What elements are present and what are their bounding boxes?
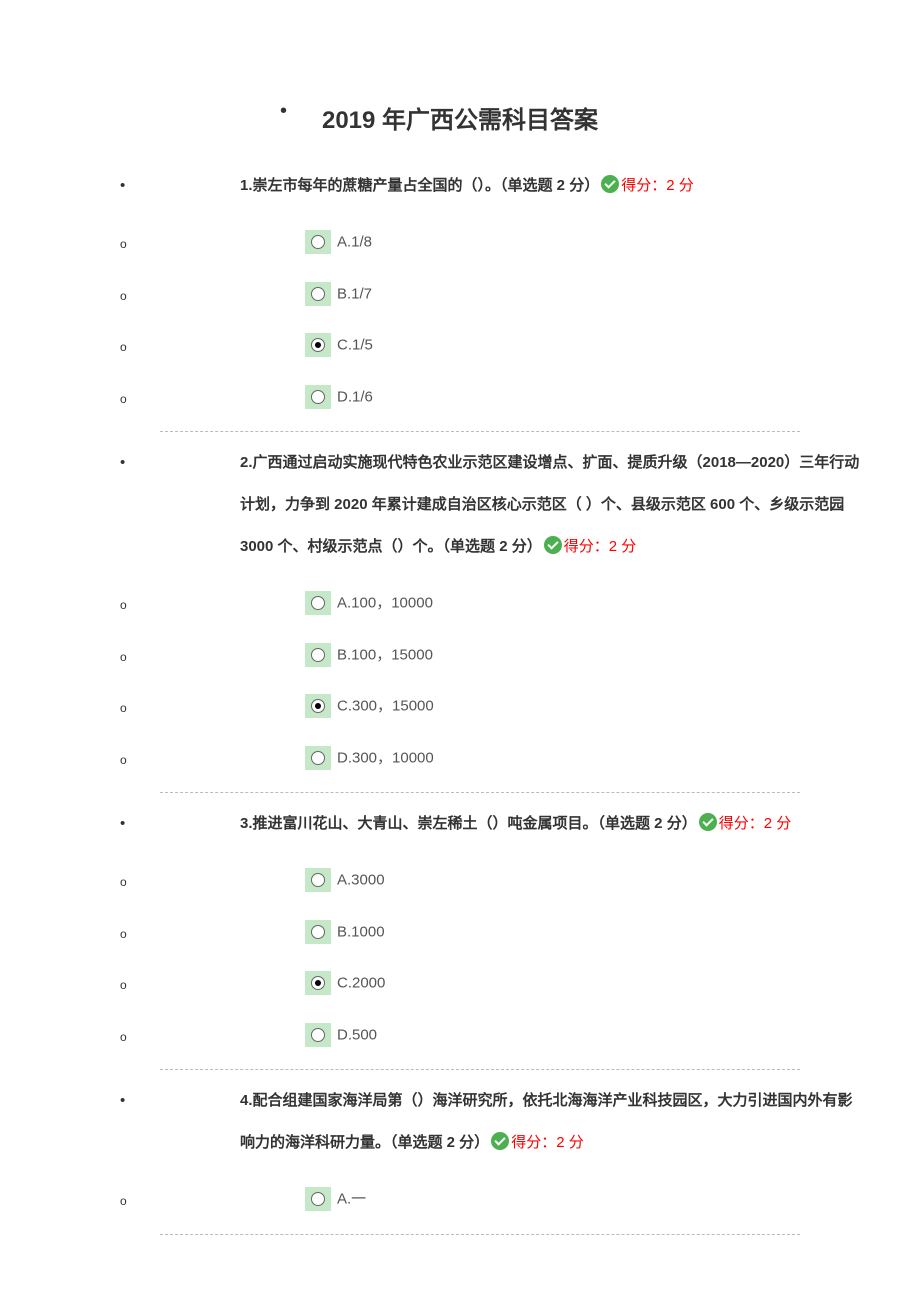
option-label: C.300，15000 (337, 698, 434, 715)
option-label: D.300，10000 (337, 749, 434, 766)
radio-icon[interactable] (305, 868, 331, 892)
radio-icon[interactable] (305, 1187, 331, 1211)
divider (160, 431, 800, 432)
option-label: B.1000 (337, 923, 385, 940)
radio-icon[interactable] (305, 643, 331, 667)
radio-icon[interactable] (305, 385, 331, 409)
question-label: 3.推进富川花山、大青山、崇左稀土（）吨金属项目。（单选题 2 分） (240, 815, 697, 832)
option-row[interactable]: C.300，15000 (60, 689, 860, 723)
option-label: A.100，10000 (337, 595, 433, 612)
option-row[interactable]: B.100，15000 (60, 638, 860, 672)
radio-icon[interactable] (305, 746, 331, 770)
page-title: 2019 年广西公需科目答案 (60, 100, 860, 135)
option-row[interactable]: D.500 (60, 1018, 860, 1052)
option-row[interactable]: D.300，10000 (60, 741, 860, 775)
option-row[interactable]: A.1/8 (60, 225, 860, 259)
option-row[interactable]: B.1/7 (60, 277, 860, 311)
radio-icon[interactable] (305, 694, 331, 718)
question-block: 1.崇左市每年的蔗糖产量占全国的（）。（单选题 2 分） 得分：2 分 A.1/8 B… (60, 165, 860, 413)
option-row[interactable]: C.1/5 (60, 328, 860, 362)
option-row[interactable]: A.3000 (60, 863, 860, 897)
option-label: A.3000 (337, 872, 385, 889)
question-text: 2.广西通过启动实施现代特色农业示范区建设增点、扩面、提质升级（2018—202… (190, 442, 860, 568)
radio-icon[interactable] (305, 230, 331, 254)
divider (160, 1234, 800, 1235)
question-text: 1.崇左市每年的蔗糖产量占全国的（）。（单选题 2 分） 得分：2 分 (190, 165, 860, 207)
option-label: C.1/5 (337, 337, 373, 354)
option-label: B.1/7 (337, 285, 372, 302)
option-row[interactable]: C.2000 (60, 966, 860, 1000)
options-list: A.100，10000 B.100，15000 C.300，15000 D.300，1… (60, 586, 860, 774)
check-icon (601, 175, 619, 193)
option-label: D.500 (337, 1026, 377, 1043)
radio-icon[interactable] (305, 591, 331, 615)
divider (160, 792, 800, 793)
option-label: A.1/8 (337, 234, 372, 251)
score-label: 得分：2 分 (621, 177, 694, 194)
check-icon (699, 813, 717, 831)
option-row[interactable]: D.1/6 (60, 380, 860, 414)
divider (160, 1069, 800, 1070)
radio-icon[interactable] (305, 971, 331, 995)
question-block: 4.配合组建国家海洋局第（）海洋研究所，依托北海海洋产业科技园区，大力引进国内外… (60, 1080, 860, 1216)
radio-icon[interactable] (305, 920, 331, 944)
question-block: 2.广西通过启动实施现代特色农业示范区建设增点、扩面、提质升级（2018—202… (60, 442, 860, 774)
option-row[interactable]: B.1000 (60, 915, 860, 949)
score-label: 得分：2 分 (511, 1134, 584, 1151)
option-row[interactable]: A.100，10000 (60, 586, 860, 620)
options-list: A.3000 B.1000 C.2000 D.500 (60, 863, 860, 1051)
score-label: 得分：2 分 (564, 538, 637, 555)
options-list: A.一 (60, 1182, 860, 1216)
radio-icon[interactable] (305, 1023, 331, 1047)
radio-icon[interactable] (305, 282, 331, 306)
question-label: 1.崇左市每年的蔗糖产量占全国的（）。（单选题 2 分） (240, 177, 599, 194)
check-icon (491, 1132, 509, 1150)
option-label: C.2000 (337, 975, 385, 992)
option-label: B.100，15000 (337, 646, 433, 663)
option-label: A.一 (337, 1191, 366, 1208)
options-list: A.1/8 B.1/7 C.1/5 D.1/6 (60, 225, 860, 413)
score-label: 得分：2 分 (719, 815, 792, 832)
option-label: D.1/6 (337, 388, 373, 405)
radio-icon[interactable] (305, 333, 331, 357)
question-block: 3.推进富川花山、大青山、崇左稀土（）吨金属项目。（单选题 2 分） 得分：2 分… (60, 803, 860, 1051)
option-row[interactable]: A.一 (60, 1182, 860, 1216)
check-icon (544, 536, 562, 554)
question-text: 4.配合组建国家海洋局第（）海洋研究所，依托北海海洋产业科技园区，大力引进国内外… (190, 1080, 860, 1164)
question-text: 3.推进富川花山、大青山、崇左稀土（）吨金属项目。（单选题 2 分） 得分：2 分 (190, 803, 860, 845)
